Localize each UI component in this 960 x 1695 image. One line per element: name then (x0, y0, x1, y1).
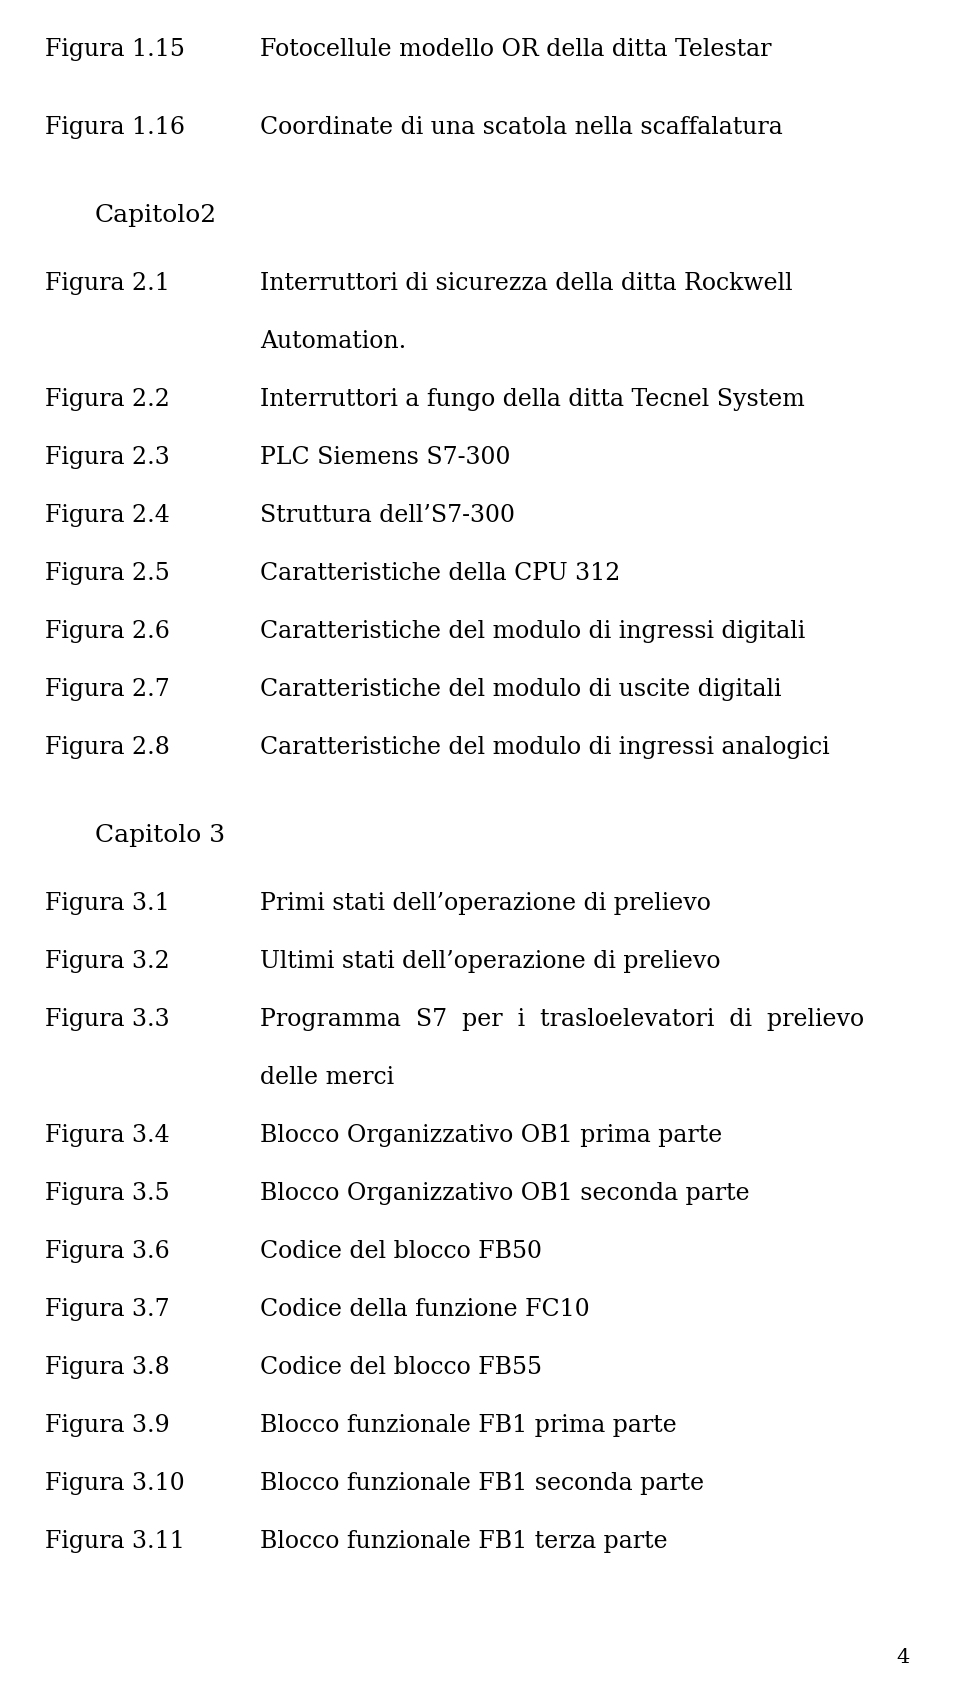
Text: Capitolo 3: Capitolo 3 (95, 824, 226, 848)
Text: Figura 3.10: Figura 3.10 (45, 1471, 184, 1495)
Text: Codice della funzione FC10: Codice della funzione FC10 (260, 1298, 589, 1320)
Text: Figura 1.16: Figura 1.16 (45, 115, 185, 139)
Text: Blocco Organizzativo OB1 prima parte: Blocco Organizzativo OB1 prima parte (260, 1124, 722, 1148)
Text: Interruttori a fungo della ditta Tecnel System: Interruttori a fungo della ditta Tecnel … (260, 388, 804, 410)
Text: Figura 1.15: Figura 1.15 (45, 37, 185, 61)
Text: Figura 3.7: Figura 3.7 (45, 1298, 170, 1320)
Text: Fotocellule modello OR della ditta Telestar: Fotocellule modello OR della ditta Teles… (260, 37, 772, 61)
Text: Interruttori di sicurezza della ditta Rockwell: Interruttori di sicurezza della ditta Ro… (260, 271, 793, 295)
Text: Codice del blocco FB50: Codice del blocco FB50 (260, 1241, 542, 1263)
Text: Figura 3.8: Figura 3.8 (45, 1356, 170, 1380)
Text: Caratteristiche del modulo di uscite digitali: Caratteristiche del modulo di uscite dig… (260, 678, 781, 702)
Text: Figura 3.9: Figura 3.9 (45, 1414, 170, 1437)
Text: PLC Siemens S7-300: PLC Siemens S7-300 (260, 446, 511, 470)
Text: Struttura dell’S7-300: Struttura dell’S7-300 (260, 503, 515, 527)
Text: Figura 3.4: Figura 3.4 (45, 1124, 170, 1148)
Text: Automation.: Automation. (260, 331, 406, 353)
Text: Primi stati dell’operazione di prelievo: Primi stati dell’operazione di prelievo (260, 892, 710, 915)
Text: Blocco Organizzativo OB1 seconda parte: Blocco Organizzativo OB1 seconda parte (260, 1181, 750, 1205)
Text: Capitolo2: Capitolo2 (95, 203, 217, 227)
Text: Figura 3.6: Figura 3.6 (45, 1241, 170, 1263)
Text: Programma  S7  per  i  trasloelevatori  di  prelievo: Programma S7 per i trasloelevatori di pr… (260, 1009, 864, 1031)
Text: Figura 2.1: Figura 2.1 (45, 271, 170, 295)
Text: Figura 2.3: Figura 2.3 (45, 446, 170, 470)
Text: Blocco funzionale FB1 seconda parte: Blocco funzionale FB1 seconda parte (260, 1471, 704, 1495)
Text: Caratteristiche del modulo di ingressi analogici: Caratteristiche del modulo di ingressi a… (260, 736, 829, 759)
Text: Figura 2.2: Figura 2.2 (45, 388, 170, 410)
Text: Figura 3.1: Figura 3.1 (45, 892, 170, 915)
Text: Blocco funzionale FB1 terza parte: Blocco funzionale FB1 terza parte (260, 1531, 667, 1553)
Text: Caratteristiche del modulo di ingressi digitali: Caratteristiche del modulo di ingressi d… (260, 620, 805, 642)
Text: Figura 3.11: Figura 3.11 (45, 1531, 185, 1553)
Text: Figura 2.4: Figura 2.4 (45, 503, 170, 527)
Text: delle merci: delle merci (260, 1066, 395, 1088)
Text: Figura 2.6: Figura 2.6 (45, 620, 170, 642)
Text: Codice del blocco FB55: Codice del blocco FB55 (260, 1356, 542, 1380)
Text: Figura 2.5: Figura 2.5 (45, 563, 170, 585)
Text: Figura 3.5: Figura 3.5 (45, 1181, 170, 1205)
Text: Figura 2.8: Figura 2.8 (45, 736, 170, 759)
Text: 4: 4 (897, 1648, 910, 1666)
Text: Figura 3.2: Figura 3.2 (45, 949, 170, 973)
Text: Blocco funzionale FB1 prima parte: Blocco funzionale FB1 prima parte (260, 1414, 677, 1437)
Text: Caratteristiche della CPU 312: Caratteristiche della CPU 312 (260, 563, 620, 585)
Text: Ultimi stati dell’operazione di prelievo: Ultimi stati dell’operazione di prelievo (260, 949, 721, 973)
Text: Figura 2.7: Figura 2.7 (45, 678, 170, 702)
Text: Figura 3.3: Figura 3.3 (45, 1009, 170, 1031)
Text: Coordinate di una scatola nella scaffalatura: Coordinate di una scatola nella scaffala… (260, 115, 782, 139)
